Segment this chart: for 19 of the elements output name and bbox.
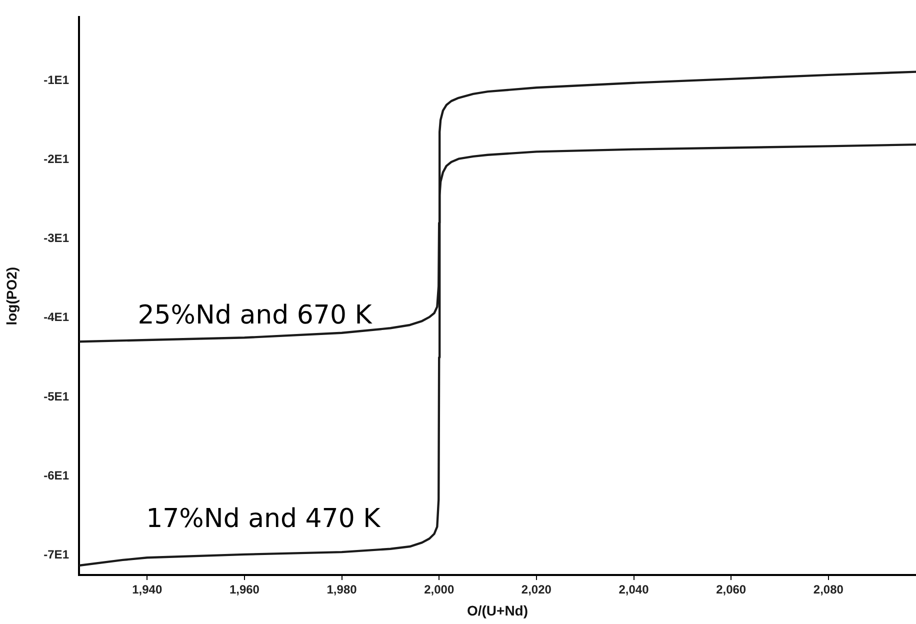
- x-tick-label: 2,080: [813, 582, 844, 597]
- annotation: 17%Nd and 470 K: [146, 504, 382, 534]
- annotation: 25%Nd and 670 K: [138, 300, 373, 330]
- y-tick-label: -2E1: [44, 152, 70, 166]
- y-tick-label: -7E1: [44, 548, 70, 562]
- y-tick-label: -3E1: [44, 231, 70, 246]
- x-tick-label: 2,040: [618, 582, 650, 597]
- y-tick-label: -4E1: [44, 310, 70, 324]
- x-tick-label: 2,000: [424, 582, 454, 597]
- x-tick-label: 2,020: [521, 582, 552, 597]
- y-tick-label: -1E1: [44, 72, 70, 87]
- y-axis-title: log(PO2): [3, 266, 20, 326]
- x-tick-label: 1,940: [132, 582, 162, 597]
- x-tick-label: 2,060: [716, 582, 746, 597]
- x-axis-title: O/(U+Nd): [466, 602, 528, 618]
- x-tick-label: 1,960: [229, 582, 260, 597]
- y-tick-label: -5E1: [44, 389, 70, 404]
- y-tick-label: -6E1: [44, 468, 70, 482]
- x-tick-label: 1,980: [326, 582, 358, 597]
